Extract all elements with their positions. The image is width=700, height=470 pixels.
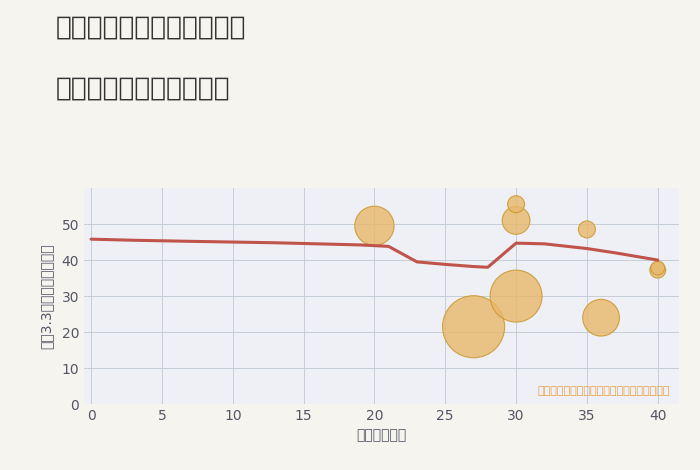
Text: 築年数別中古戸建て価格: 築年数別中古戸建て価格 [56,75,230,101]
Point [369,222,380,230]
Point [510,201,522,208]
Text: 奈良県奈良市富雄泉ヶ丘の: 奈良県奈良市富雄泉ヶ丘の [56,14,246,40]
Point [510,292,522,300]
Text: 円の大きさは、取引のあった物件面積を示す: 円の大きさは、取引のあった物件面積を示す [538,385,670,396]
Point [652,266,664,274]
X-axis label: 築年数（年）: 築年数（年） [356,429,407,443]
Point [468,323,480,330]
Point [581,226,592,233]
Point [596,314,607,321]
Y-axis label: 坪（3.3㎡）単価（万円）: 坪（3.3㎡）単価（万円） [39,243,53,349]
Point [652,264,664,272]
Point [510,217,522,224]
